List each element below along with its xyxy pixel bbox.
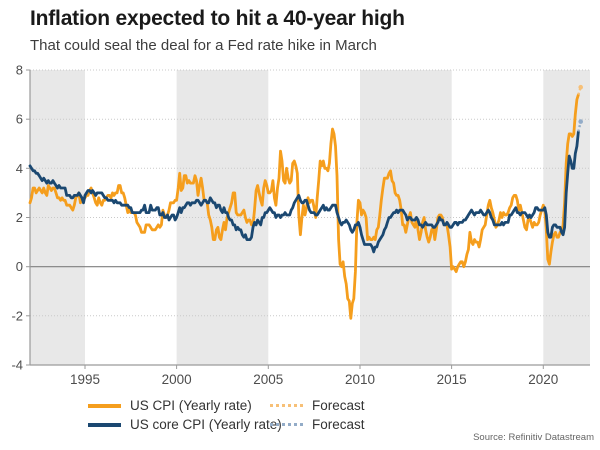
- y-tick-label: 4: [16, 161, 23, 176]
- cpi-forecast-dot: [578, 84, 583, 90]
- x-tick-label: 2000: [162, 372, 192, 387]
- legend-item-forecast-core: Forecast: [270, 417, 365, 432]
- y-tick-label: 8: [16, 63, 23, 78]
- x-tick-label: 2015: [437, 372, 467, 387]
- core-line-swatch: [88, 422, 121, 427]
- legend-series: US CPI (Yearly rate) US core CPI (Yearly…: [88, 398, 282, 432]
- legend-label-forecast-cpi: Forecast: [312, 398, 365, 413]
- legend-label-core: US core CPI (Yearly rate): [130, 417, 282, 432]
- cpi-line: [28, 93, 580, 320]
- y-tick-label: -2: [11, 308, 23, 323]
- page-title: Inflation expected to hit a 40-year high: [30, 7, 405, 30]
- y-tick-label: 0: [16, 259, 23, 274]
- core-forecast-dot: [578, 119, 583, 124]
- cpi-line-swatch: [88, 403, 121, 408]
- legend-label-forecast-core: Forecast: [312, 417, 365, 432]
- y-tick-label: 6: [16, 112, 23, 127]
- x-tick-label: 2005: [253, 372, 283, 387]
- y-tick-label: 2: [16, 210, 23, 225]
- forecast-core-swatch: [270, 423, 303, 426]
- legend-label-cpi: US CPI (Yearly rate): [130, 398, 252, 413]
- core-cpi-line: [28, 130, 580, 254]
- source-credit: Source: Refinitiv Datastream: [473, 432, 594, 443]
- x-tick-label: 1995: [70, 372, 100, 387]
- legend-item-forecast-cpi: Forecast: [270, 398, 365, 413]
- legend-item-core: US core CPI (Yearly rate): [88, 417, 282, 432]
- x-tick-label: 2020: [528, 372, 558, 387]
- legend-forecast: Forecast Forecast: [270, 398, 365, 432]
- forecast-cpi-swatch: [270, 404, 303, 407]
- forecast-connector: [577, 121, 582, 132]
- page-subtitle: That could seal the deal for a Fed rate …: [30, 37, 377, 54]
- y-tick-label: -4: [11, 358, 23, 373]
- x-tick-label: 2010: [345, 372, 375, 387]
- legend-item-cpi: US CPI (Yearly rate): [88, 398, 282, 413]
